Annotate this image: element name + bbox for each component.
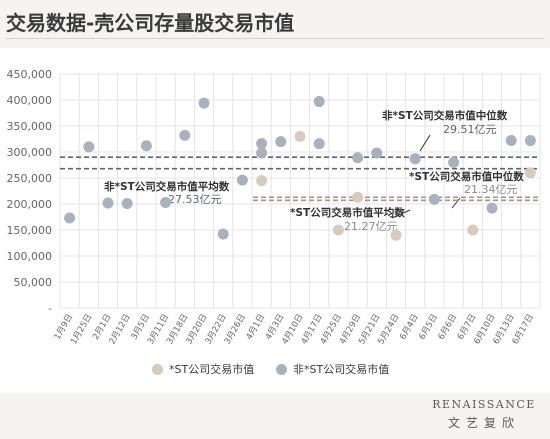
nonst-data-point	[64, 212, 76, 224]
reference-line-value: 21.34亿元	[464, 183, 518, 196]
y-tick-label: 400,000	[7, 94, 53, 107]
reference-line-value: 29.51亿元	[443, 123, 497, 136]
nonst-data-point	[313, 96, 325, 108]
nonst-data-point	[486, 202, 498, 214]
nonst-data-point	[179, 129, 191, 141]
chart-title: 交易数据-壳公司存量股交易市值	[6, 11, 295, 35]
reference-line-value: 27.53亿元	[168, 193, 222, 206]
st-data-point	[256, 175, 268, 187]
nonst-data-point	[217, 228, 229, 240]
y-tick-label: 50,000	[14, 276, 53, 289]
reference-line-value: 21.27亿元	[344, 220, 398, 233]
reference-line-pointer	[391, 209, 411, 219]
title-bar: 交易数据-壳公司存量股交易市值	[0, 0, 550, 44]
st-data-point	[524, 167, 536, 179]
legend-item-st: *ST公司交易市值	[152, 361, 254, 377]
nonst-data-point	[371, 147, 383, 159]
scatter-chart: - 50,000 100,000 150,000 200,000 250,000 300,0…	[7, 68, 541, 346]
legend-marker-st	[152, 363, 163, 375]
y-tick-label: 250,000	[7, 172, 53, 185]
nonst-data-point	[256, 147, 268, 159]
reference-line-label: *ST公司交易市值中位数	[409, 170, 524, 183]
legend-label-nonst: 非*ST公司交易市值	[293, 363, 390, 376]
nonst-data-point	[409, 153, 421, 165]
legend: *ST公司交易市值 非*ST公司交易市值	[0, 361, 550, 381]
st-data-point	[294, 130, 306, 142]
y-tick-label: -	[48, 302, 52, 315]
legend-marker-nonst	[276, 363, 287, 375]
y-tick-label: 150,000	[7, 224, 53, 237]
y-tick-label: 200,000	[7, 198, 53, 211]
nonst-data-point	[275, 136, 287, 148]
nonst-data-point	[313, 138, 325, 150]
y-tick-label: 350,000	[7, 120, 53, 133]
nonst-data-point	[448, 156, 460, 168]
nonst-data-point	[352, 152, 364, 164]
reference-line-pointer	[451, 197, 461, 209]
st-data-point	[332, 224, 344, 236]
nonst-data-point	[102, 197, 114, 209]
y-tick-label: 450,000	[7, 68, 53, 81]
brand-logo: RENAISSANCE 文艺复欣	[428, 398, 540, 431]
brand-name-cn: 文艺复欣	[447, 416, 520, 430]
reference-line-label: *ST公司交易市值平均数	[290, 206, 405, 219]
reference-line-label: 非*ST公司交易市值平均数	[104, 180, 230, 193]
nonst-data-point	[524, 135, 536, 147]
nonst-data-point	[428, 193, 440, 205]
y-tick-label: 100,000	[7, 250, 53, 263]
chart-area: - 50,000 100,000 150,000 200,000 250,000 300,0…	[0, 48, 550, 393]
brand-name-en: RENAISSANCE	[432, 398, 536, 411]
st-data-point	[352, 191, 364, 203]
nonst-data-point	[256, 138, 268, 150]
nonst-data-point	[198, 97, 210, 109]
nonst-data-point	[140, 140, 152, 152]
y-tick-label: 300,000	[7, 146, 53, 159]
nonst-data-point	[83, 141, 95, 153]
legend-item-nonst: 非*ST公司交易市值	[276, 361, 389, 377]
nonst-data-point	[160, 196, 172, 208]
st-data-point	[467, 224, 479, 236]
title-divider	[6, 38, 544, 39]
legend-label-st: *ST公司交易市值	[169, 363, 255, 376]
reference-line-pointer	[419, 134, 431, 152]
st-data-point	[390, 229, 402, 241]
nonst-data-point	[121, 197, 133, 209]
nonst-data-point	[236, 174, 248, 186]
reference-line-label: 非*ST公司交易市值中位数	[382, 109, 508, 122]
nonst-data-point	[505, 135, 517, 147]
